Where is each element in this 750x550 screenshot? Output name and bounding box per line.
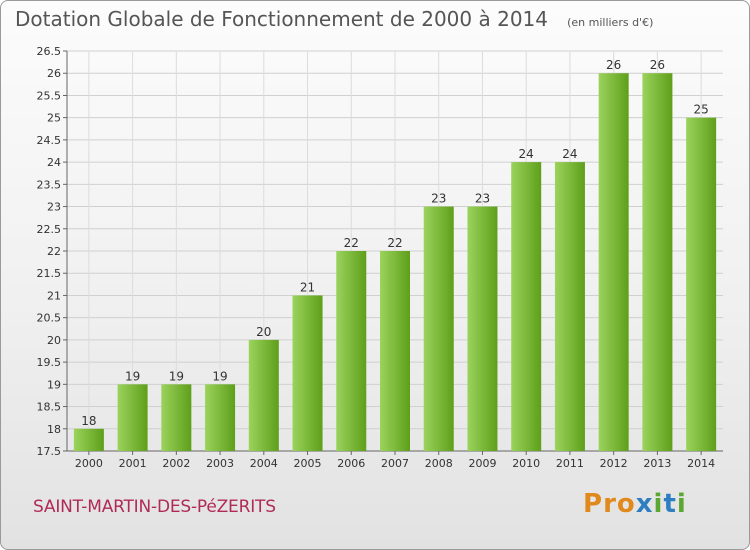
x-tick-label: 2005 bbox=[294, 457, 322, 470]
x-tick-label: 2011 bbox=[556, 457, 584, 470]
logo-letter: o bbox=[616, 489, 636, 519]
chart-subtitle: (en milliers d'€) bbox=[567, 16, 654, 29]
title-row: Dotation Globale de Fonctionnement de 20… bbox=[15, 7, 653, 31]
y-tick-label: 19 bbox=[47, 378, 61, 391]
bar bbox=[467, 206, 498, 451]
data-label: 19 bbox=[169, 369, 184, 383]
bar bbox=[380, 251, 410, 451]
y-tick-label: 19.5 bbox=[37, 356, 62, 369]
y-tick-label: 25 bbox=[47, 112, 61, 125]
x-tick-label: 2010 bbox=[512, 457, 540, 470]
bar bbox=[248, 339, 279, 451]
data-label: 22 bbox=[344, 236, 359, 250]
bar bbox=[423, 206, 454, 451]
bars bbox=[73, 73, 717, 452]
y-tick-label: 22.5 bbox=[37, 223, 62, 236]
y-tick-label: 21.5 bbox=[37, 267, 62, 280]
data-label: 26 bbox=[650, 58, 665, 72]
logo-letter: i bbox=[676, 489, 687, 519]
labels: 17.5 18 18.5 19 19.5 20 20.5 21 21.5 22 22.5 23 23.5… bbox=[37, 45, 716, 470]
bar bbox=[336, 251, 367, 451]
x-tick-label: 2013 bbox=[643, 457, 671, 470]
data-label: 25 bbox=[693, 103, 708, 117]
x-tick-label: 2008 bbox=[425, 457, 453, 470]
logo-letter: i bbox=[653, 489, 664, 519]
logo-letter: x bbox=[635, 489, 654, 519]
data-label: 22 bbox=[387, 236, 402, 250]
y-tick-label: 25.5 bbox=[37, 89, 62, 102]
logo-letter: P bbox=[583, 489, 604, 519]
y-tick-label: 22 bbox=[47, 245, 61, 258]
x-tick-label: 2007 bbox=[381, 457, 409, 470]
proxiti-logo: Proxiti bbox=[583, 489, 687, 519]
y-tick-label: 20 bbox=[47, 334, 61, 347]
bar bbox=[598, 73, 629, 451]
x-tick-label: 2012 bbox=[600, 457, 628, 470]
data-label: 24 bbox=[519, 147, 534, 161]
data-label: 18 bbox=[81, 414, 96, 428]
bar bbox=[642, 73, 673, 451]
chart-title: Dotation Globale de Fonctionnement de 20… bbox=[15, 7, 548, 31]
logo-letter: t bbox=[663, 489, 677, 519]
bar bbox=[73, 428, 104, 451]
y-tick-label: 18.5 bbox=[37, 401, 62, 414]
x-tick-label: 2001 bbox=[119, 457, 147, 470]
y-tick-label: 20.5 bbox=[37, 312, 62, 325]
logo-letter: r bbox=[603, 489, 617, 519]
x-tick-label: 2000 bbox=[75, 457, 103, 470]
y-tick-label: 21 bbox=[47, 289, 61, 302]
data-label: 19 bbox=[125, 369, 140, 383]
y-tick-label: 18 bbox=[47, 423, 61, 436]
data-label: 24 bbox=[562, 147, 577, 161]
x-tick-label: 2002 bbox=[162, 457, 190, 470]
y-tick-label: 26.5 bbox=[37, 45, 62, 58]
data-label: 21 bbox=[300, 280, 315, 294]
y-tick-label: 23 bbox=[47, 201, 61, 214]
x-tick-label: 2014 bbox=[687, 457, 715, 470]
data-label: 23 bbox=[431, 192, 446, 206]
bar bbox=[292, 295, 323, 451]
x-tick-label: 2004 bbox=[250, 457, 278, 470]
bar bbox=[205, 384, 236, 451]
data-label: 26 bbox=[606, 58, 621, 72]
bar bbox=[686, 117, 717, 452]
data-label: 19 bbox=[212, 369, 227, 383]
bar bbox=[117, 384, 148, 451]
y-tick-label: 23.5 bbox=[37, 178, 62, 191]
x-tick-label: 2003 bbox=[206, 457, 234, 470]
data-label: 23 bbox=[475, 192, 490, 206]
x-tick-label: 2009 bbox=[468, 457, 496, 470]
x-tick-label: 2006 bbox=[337, 457, 365, 470]
y-tick-label: 26 bbox=[47, 67, 61, 80]
y-tick-label: 24 bbox=[47, 156, 61, 169]
y-tick-label: 17.5 bbox=[37, 445, 62, 458]
data-label: 20 bbox=[256, 325, 271, 339]
y-tick-label: 24.5 bbox=[37, 134, 62, 147]
bar bbox=[161, 384, 192, 451]
bar bbox=[554, 162, 585, 451]
bar bbox=[511, 162, 542, 451]
commune-name: SAINT-MARTIN-DES-PéZERITS bbox=[33, 497, 276, 517]
